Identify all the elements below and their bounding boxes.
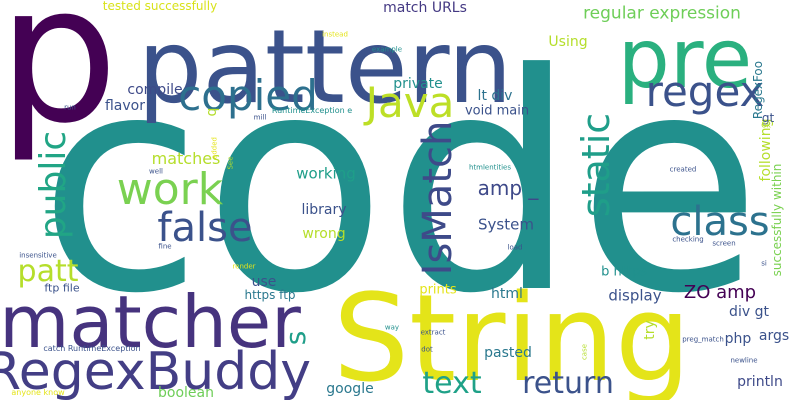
cloud-word: checking: [672, 235, 704, 244]
cloud-word: anyone know: [11, 388, 65, 397]
cloud-word: copied: [178, 71, 318, 120]
cloud-word: IsMatch: [415, 120, 461, 276]
cloud-word: See: [226, 156, 235, 170]
cloud-word: well: [149, 167, 163, 176]
cloud-word: RegexBuddy: [0, 342, 312, 400]
cloud-word: case: [580, 343, 589, 361]
cloud-word: pre: [617, 12, 753, 107]
cloud-word: run: [64, 103, 76, 112]
cloud-word: s: [279, 330, 312, 346]
cloud-word: ZO amp: [683, 282, 757, 303]
cloud-word: extract: [420, 328, 446, 337]
cloud-word: work: [116, 164, 224, 215]
cloud-word: compile: [127, 82, 183, 98]
cloud-word: use: [251, 274, 277, 290]
cloud-word: mill: [253, 113, 267, 122]
cloud-word: regular expression: [583, 3, 741, 24]
cloud-word: div gt: [729, 304, 769, 320]
cloud-word: tested successfully: [102, 0, 218, 13]
cloud-word: lt div: [477, 88, 513, 104]
cloud-word: preg_match: [682, 335, 724, 344]
cloud-word: load: [507, 243, 523, 252]
cloud-word: render: [232, 262, 256, 271]
cloud-word: println: [737, 374, 783, 390]
cloud-word: boolean: [158, 385, 214, 400]
cloud-word: Using: [548, 34, 588, 50]
cloud-word: php: [724, 331, 752, 347]
cloud-word: newline: [730, 356, 758, 365]
cloud-word: created: [669, 165, 697, 174]
cloud-word: display: [608, 286, 662, 305]
cloud-word: library: [301, 202, 347, 218]
cloud-word: return: [522, 366, 614, 400]
cloud-word: successfully within: [770, 163, 784, 277]
cloud-word: prints: [419, 282, 457, 298]
cloud-word: matches: [151, 149, 221, 168]
cloud-word: htmlentities: [468, 163, 512, 172]
cloud-word: example: [371, 45, 403, 54]
cloud-word: https ftp: [244, 288, 296, 302]
cloud-word: void main: [464, 103, 530, 119]
cloud-word: args: [758, 328, 790, 344]
cloud-word: text: [422, 366, 482, 400]
cloud-word: public: [33, 130, 74, 240]
cloud-word: p: [0, 0, 119, 165]
cloud-word: private: [393, 76, 443, 92]
cloud-word: try: [642, 320, 658, 340]
cloud-word: static: [574, 112, 618, 218]
cloud-word: fine: [158, 242, 172, 251]
cloud-word: way: [384, 323, 400, 332]
cloud-word: added: [210, 137, 219, 159]
cloud-word: RuntimeException e: [271, 106, 353, 115]
cloud-word: flavor: [104, 98, 146, 114]
cloud-word: insensitive: [19, 251, 57, 260]
cloud-word: Java: [365, 78, 455, 127]
cloud-word: working: [296, 164, 356, 183]
cloud-word: dot: [421, 345, 433, 354]
cloud-word: b https: [601, 264, 647, 280]
cloud-word: html: [491, 286, 523, 302]
cloud-word: gt: [761, 111, 775, 125]
cloud-word: false: [157, 205, 253, 251]
cloud-word: match URLs: [383, 0, 467, 16]
cloud-word: Ok: [761, 121, 771, 130]
cloud-word: q: [204, 107, 220, 117]
cloud-word: pattern: [137, 8, 513, 127]
cloud-word: pasted: [484, 345, 532, 361]
cloud-word: String: [332, 270, 692, 400]
cloud-word: class: [670, 199, 770, 245]
cloud-word: code: [38, 10, 762, 359]
cloud-word: catch RuntimeException: [43, 344, 141, 353]
cloud-word: screen: [712, 239, 736, 248]
cloud-word: regex: [645, 67, 765, 116]
cloud-word: amp _: [477, 176, 539, 200]
cloud-word: wrong: [302, 226, 346, 242]
cloud-word: System: [478, 215, 534, 234]
cloud-word: si: [761, 259, 767, 268]
cloud-word: patt: [17, 254, 79, 289]
cloud-word: google: [326, 381, 374, 397]
cloud-word: instead: [322, 30, 348, 39]
cloud-word: ftp file: [44, 281, 80, 295]
cloud-word: matcher: [0, 280, 301, 364]
